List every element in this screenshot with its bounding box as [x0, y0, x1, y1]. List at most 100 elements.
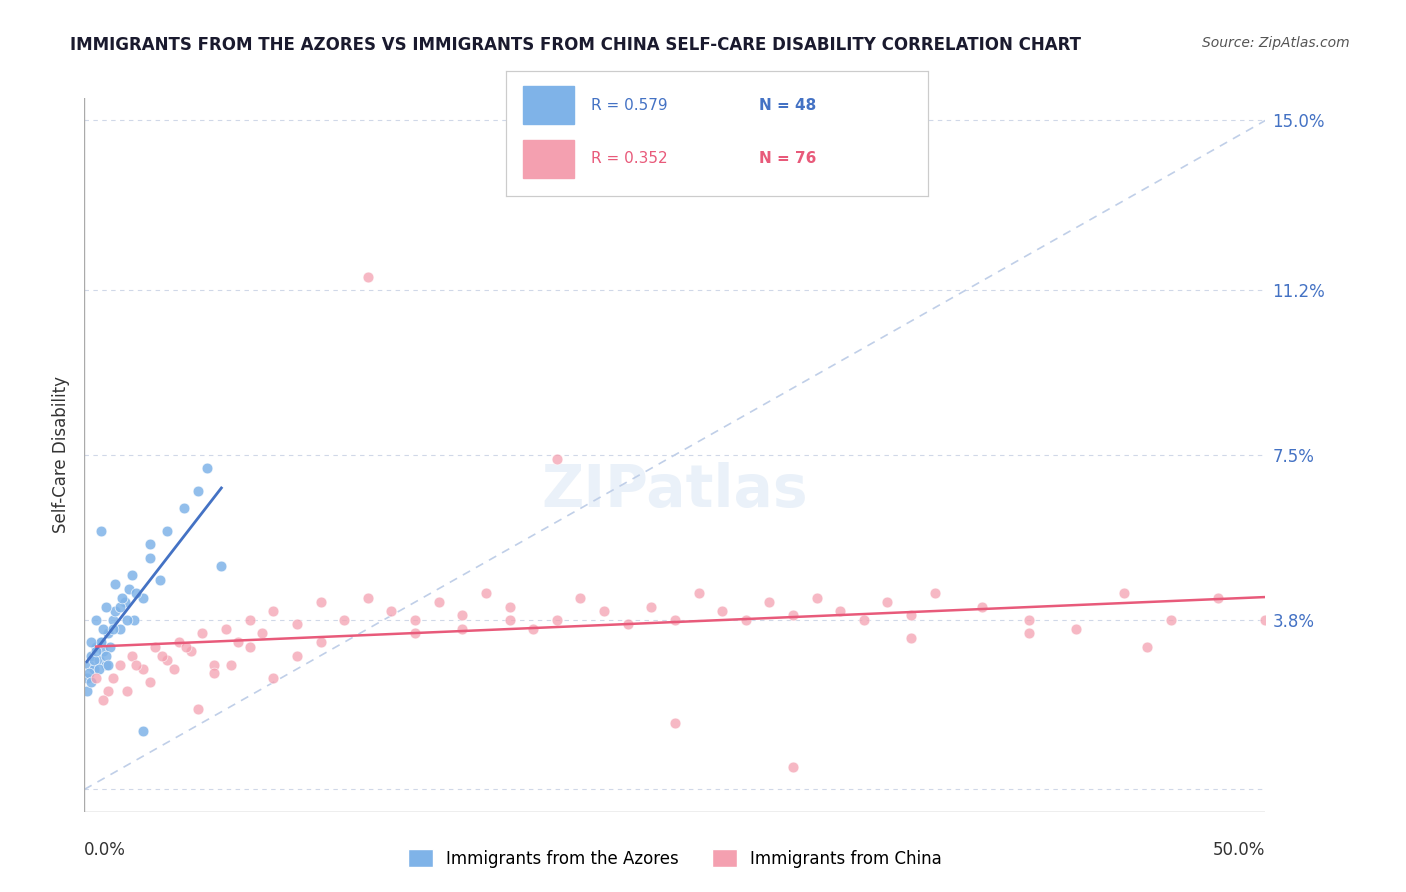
Point	[104, 604, 127, 618]
Point	[187, 483, 209, 498]
Point	[149, 573, 172, 587]
Point	[125, 657, 148, 672]
Point	[451, 608, 474, 623]
Point	[121, 568, 143, 582]
Point	[132, 662, 155, 676]
Point	[195, 461, 218, 475]
Point	[250, 626, 273, 640]
Point	[83, 662, 105, 676]
Point	[132, 724, 155, 739]
Point	[357, 591, 380, 605]
Point	[404, 613, 426, 627]
Point	[84, 671, 107, 685]
Point	[711, 604, 734, 618]
Point	[90, 524, 112, 538]
Point	[202, 657, 225, 672]
Point	[122, 613, 145, 627]
Point	[664, 613, 686, 627]
Point	[94, 657, 117, 672]
Point	[91, 644, 114, 658]
Point	[77, 657, 100, 672]
Text: 50.0%: 50.0%	[1213, 840, 1265, 858]
Text: N = 48: N = 48	[759, 97, 817, 112]
Point	[163, 662, 186, 676]
Point	[104, 577, 127, 591]
Point	[475, 586, 498, 600]
Point	[191, 626, 214, 640]
Point	[924, 586, 946, 600]
Point	[167, 635, 190, 649]
Point	[262, 604, 284, 618]
Point	[90, 635, 112, 649]
Point	[101, 671, 124, 685]
Point	[285, 648, 308, 663]
Point	[132, 591, 155, 605]
Text: R = 0.579: R = 0.579	[591, 97, 666, 112]
Bar	[523, 87, 574, 124]
Point	[758, 595, 780, 609]
Point	[156, 524, 179, 538]
Point	[115, 613, 138, 627]
Point	[108, 599, 131, 614]
Point	[782, 608, 804, 623]
Text: R = 0.352: R = 0.352	[591, 152, 666, 166]
Text: N = 76: N = 76	[759, 152, 817, 166]
Text: ZIPatlas: ZIPatlas	[541, 462, 808, 519]
Point	[91, 622, 114, 636]
Point	[76, 684, 98, 698]
Bar	[523, 140, 574, 178]
Text: Source: ZipAtlas.com: Source: ZipAtlas.com	[1202, 36, 1350, 50]
Point	[404, 626, 426, 640]
Point	[451, 622, 474, 636]
Point	[111, 591, 134, 605]
Point	[1066, 622, 1088, 636]
Point	[876, 595, 898, 609]
Text: IMMIGRANTS FROM THE AZORES VS IMMIGRANTS FROM CHINA SELF-CARE DISABILITY CORRELA: IMMIGRANTS FROM THE AZORES VS IMMIGRANTS…	[70, 36, 1081, 54]
Point	[1160, 613, 1182, 627]
Point	[84, 644, 107, 658]
Point	[239, 640, 262, 654]
Y-axis label: Self-Care Disability: Self-Care Disability	[52, 376, 70, 533]
Point	[1018, 613, 1040, 627]
Point	[664, 715, 686, 730]
Point	[101, 613, 124, 627]
Point	[640, 599, 662, 614]
Point	[546, 452, 568, 467]
Point	[139, 675, 162, 690]
Point	[174, 640, 197, 654]
Point	[94, 648, 117, 663]
Point	[97, 626, 120, 640]
Point	[239, 613, 262, 627]
Point	[97, 684, 120, 698]
Point	[202, 666, 225, 681]
Point	[593, 604, 616, 618]
Point	[1206, 591, 1229, 605]
Point	[569, 591, 592, 605]
Point	[187, 702, 209, 716]
Point	[219, 657, 242, 672]
Point	[97, 657, 120, 672]
Point	[209, 559, 232, 574]
Point	[498, 599, 520, 614]
Point	[76, 671, 98, 685]
Point	[357, 269, 380, 284]
Point	[806, 591, 828, 605]
Legend: Immigrants from the Azores, Immigrants from China: Immigrants from the Azores, Immigrants f…	[408, 849, 942, 868]
Point	[108, 622, 131, 636]
Point	[180, 644, 202, 658]
Point	[309, 635, 332, 649]
Point	[782, 760, 804, 774]
Point	[139, 550, 162, 565]
Point	[87, 662, 110, 676]
Point	[80, 675, 103, 690]
Text: 0.0%: 0.0%	[84, 840, 127, 858]
Point	[118, 582, 141, 596]
Point	[84, 640, 107, 654]
Point	[226, 635, 249, 649]
Point	[215, 622, 238, 636]
Point	[900, 631, 922, 645]
Point	[1254, 613, 1277, 627]
Point	[90, 635, 112, 649]
Point	[139, 537, 162, 551]
Point	[156, 653, 179, 667]
